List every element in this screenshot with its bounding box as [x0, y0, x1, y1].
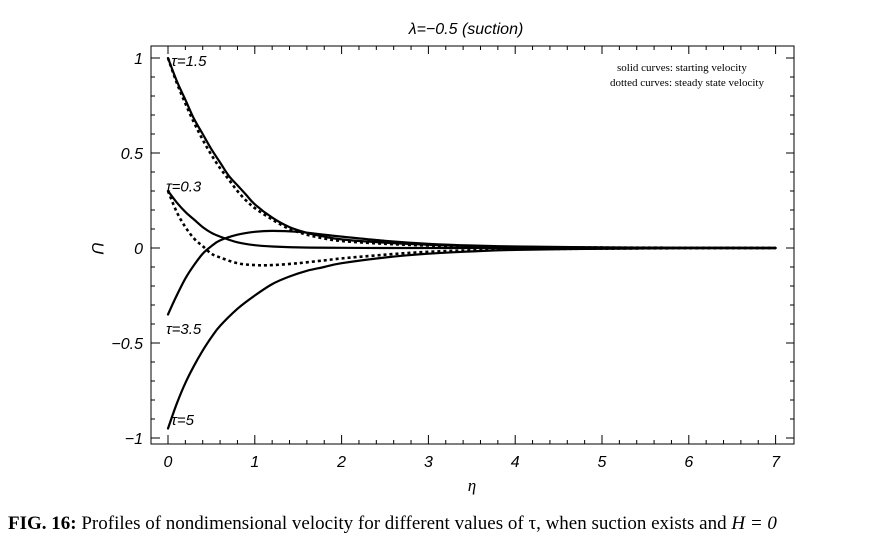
curve-label: τ=5 [171, 412, 194, 429]
x-tick-label: 2 [336, 454, 346, 471]
curve-annotations: τ=1.5 τ=0.3 τ=3.5 τ=5 [166, 53, 207, 429]
y-tick-label: −0.5 [111, 336, 143, 353]
series-line-3 [166, 190, 776, 267]
y-tick-label: −1 [125, 431, 143, 448]
x-axis-ticks: 0 1 2 3 4 5 6 7 [164, 46, 781, 471]
curve-label: τ=0.3 [166, 178, 202, 195]
y-tick-label: 0.5 [121, 146, 143, 163]
chart-legend: solid curves: starting velocity dotted c… [610, 62, 764, 89]
legend-line-solid: solid curves: starting velocity [617, 62, 747, 74]
series-line-2 [166, 189, 777, 250]
curve-label: τ=3.5 [166, 321, 202, 338]
caption-math: H = 0 [731, 513, 777, 534]
x-tick-label: 6 [684, 454, 693, 471]
x-tick-label: 3 [424, 454, 433, 471]
x-tick-label: 1 [250, 454, 259, 471]
x-tick-label: 4 [511, 454, 520, 471]
x-axis-label: η [468, 476, 476, 495]
series-line-5 [166, 246, 777, 430]
curve-label: τ=1.5 [171, 53, 207, 70]
chart-title: λ=−0.5 (suction) [408, 21, 524, 38]
y-tick-label: 1 [134, 51, 143, 68]
series-line-4 [166, 229, 777, 316]
y-axis-ticks: −1 −0.5 0 0.5 1 [111, 51, 794, 448]
y-axis-label: U [88, 242, 107, 255]
plot-frame [150, 45, 795, 445]
caption-text: Profiles of nondimensional velocity for … [76, 513, 732, 534]
x-tick-label: 7 [771, 454, 781, 471]
y-tick-label: 0 [134, 241, 143, 258]
chart-curves [166, 56, 777, 430]
x-tick-label: 0 [164, 454, 173, 471]
caption-label: FIG. 16: [8, 513, 77, 534]
x-tick-label: 5 [598, 454, 607, 471]
figure-caption: FIG. 16: Profiles of nondimensional velo… [8, 513, 777, 535]
legend-line-dotted: dotted curves: steady state velocity [610, 77, 764, 89]
